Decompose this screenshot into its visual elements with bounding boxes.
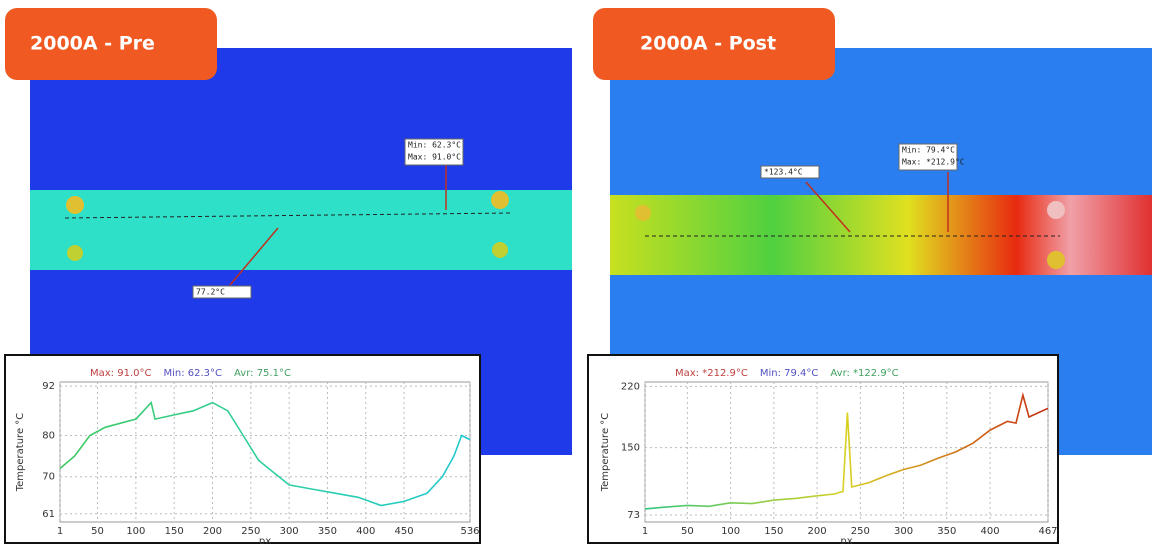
x-tick-label: 250 <box>851 526 870 537</box>
x-tick-label: 536 <box>460 526 479 537</box>
x-tick-label: 150 <box>165 526 184 537</box>
x-tick-label: 50 <box>91 526 104 537</box>
x-axis-label: px <box>840 536 852 544</box>
annotation: Max: *212.9°C <box>902 158 965 167</box>
bolt <box>66 196 84 214</box>
y-tick-label: 61 <box>42 509 55 520</box>
bolt <box>67 245 83 261</box>
x-tick-label: 1 <box>642 526 648 537</box>
x-tick-label: 1 <box>57 526 63 537</box>
x-tick-label: 350 <box>318 526 337 537</box>
panel-title: 2000A - Pre <box>30 33 155 55</box>
y-tick-label: 70 <box>42 472 55 483</box>
annotation: Max: 91.0°C <box>408 153 461 162</box>
x-tick-label: 300 <box>894 526 913 537</box>
x-tick-label: 300 <box>280 526 299 537</box>
chart-box <box>5 355 480 543</box>
x-tick-label: 200 <box>203 526 222 537</box>
slide: 2000A - Pre Min: 62.3°C Max: 91.0°C 77.2°C M… <box>0 0 1152 544</box>
x-tick-label: 400 <box>356 526 375 537</box>
x-tick-label: 250 <box>241 526 260 537</box>
annotation: *123.4°C <box>764 168 803 177</box>
chart-box <box>588 355 1058 543</box>
x-tick-label: 150 <box>764 526 783 537</box>
stat-label: Min: 79.4°C <box>760 368 819 379</box>
stat-label: Max: 91.0°C <box>90 368 151 379</box>
stat-label: Min: 62.3°C <box>163 368 222 379</box>
bolt <box>1047 251 1065 269</box>
stat-label: Avr: *122.9°C <box>830 368 898 379</box>
annotation: 77.2°C <box>196 288 225 297</box>
x-tick-label: 467 <box>1038 526 1057 537</box>
x-tick-label: 400 <box>981 526 1000 537</box>
bolt <box>1047 201 1065 219</box>
bolt <box>491 191 509 209</box>
stat-label: Max: *212.9°C <box>675 368 748 379</box>
hot-band <box>610 195 1152 275</box>
bolt <box>492 242 508 258</box>
y-tick-label: 92 <box>42 381 55 392</box>
y-axis-label: Temperature °C <box>600 413 611 493</box>
y-tick-label: 73 <box>627 510 640 521</box>
x-tick-label: 100 <box>721 526 740 537</box>
panel-title: 2000A - Post <box>640 33 776 55</box>
y-axis-label: Temperature °C <box>15 413 26 493</box>
x-tick-label: 50 <box>681 526 694 537</box>
x-tick-label: 350 <box>937 526 956 537</box>
x-tick-label: 100 <box>126 526 145 537</box>
annotation: Min: 79.4°C <box>902 146 955 155</box>
y-tick-label: 80 <box>42 431 55 442</box>
x-axis-label: px <box>259 536 271 544</box>
annotation: Min: 62.3°C <box>408 141 461 150</box>
x-tick-label: 200 <box>808 526 827 537</box>
stat-label: Avr: 75.1°C <box>234 368 291 379</box>
x-tick-label: 450 <box>395 526 414 537</box>
y-tick-label: 150 <box>621 443 640 454</box>
bolt <box>635 205 651 221</box>
y-tick-label: 220 <box>621 381 640 392</box>
hot-band <box>30 190 572 270</box>
